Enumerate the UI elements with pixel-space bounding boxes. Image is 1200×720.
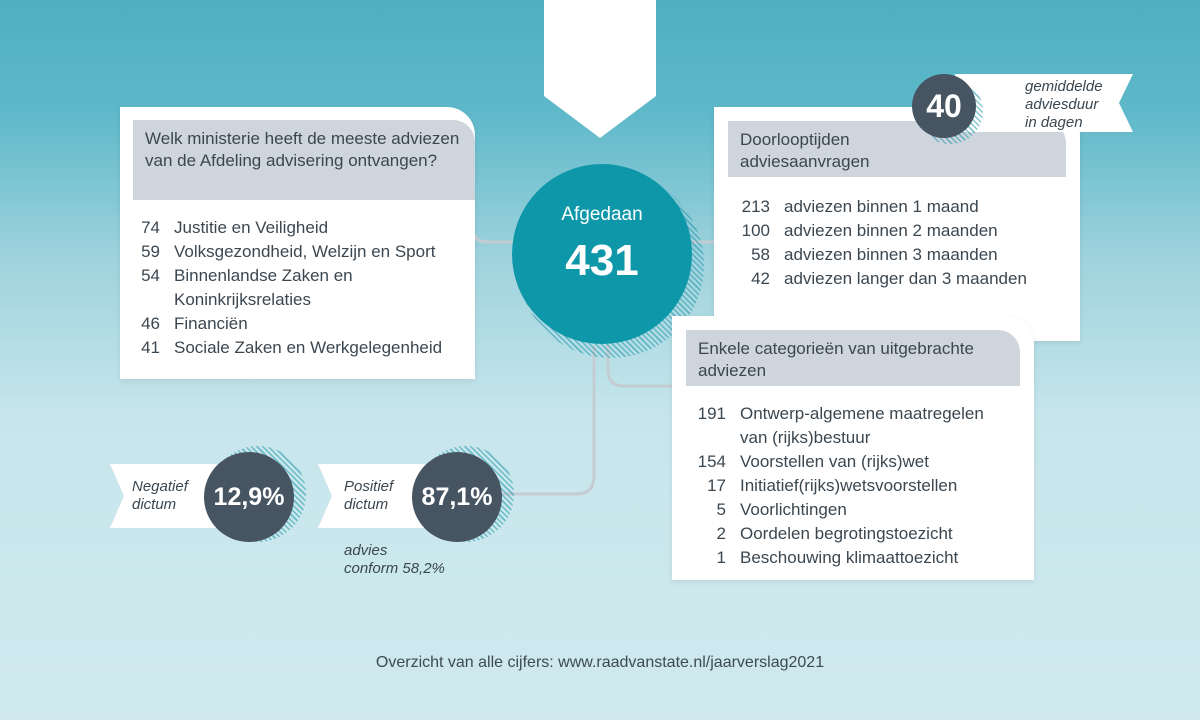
list-item: 54 Binnenlandse Zaken en [141, 266, 353, 285]
list-item: 17 Initiatief(rijks)wetsvoorstellen [707, 476, 958, 495]
list-item: 213 adviezen binnen 1 maand [741, 197, 979, 216]
lead-times-card: Doorlooptijden adviesaanvragen 213 advie… [714, 107, 1080, 341]
categories-card: Enkele categorieën van uitgebrachte advi… [672, 316, 1034, 580]
list-item: 74 Justitie en Veiligheid [141, 218, 329, 237]
afgedaan-circle: Afgedaan 431 [512, 164, 692, 344]
list-item: 41 Sociale Zaken en Werkgelegenheid [141, 338, 443, 357]
categories-card-title: Enkele categorieën van uitgebrachte advi… [686, 330, 1020, 386]
list-item: 154 Voorstellen van (rijks)wet [697, 452, 929, 471]
conform-note: advies conform 58,2% [344, 542, 445, 577]
positive-dictum-value: 87,1% [412, 452, 502, 542]
list-item: 46 Financiën [141, 314, 248, 333]
list-item: van (rijks)bestuur [740, 428, 871, 447]
afgedaan-label: Afgedaan [561, 204, 643, 225]
top-arrow-icon [544, 0, 656, 138]
negative-dictum-value: 12,9% [204, 452, 294, 542]
average-duration-ribbon: gemiddelde adviesduur in dagen [955, 74, 1133, 132]
average-duration-value: 40 [912, 74, 976, 138]
ministries-card-title: Welk ministerie heeft de meeste adviezen… [133, 120, 475, 200]
list-item: 1 Beschouwing klimaattoezicht [716, 548, 959, 567]
list-item: 42 adviezen langer dan 3 maanden [751, 269, 1027, 288]
footer-link-text: Overzicht van alle cijfers: www.raadvans… [375, 654, 825, 671]
ministries-card: Welk ministerie heeft de meeste adviezen… [120, 107, 475, 379]
list-item: 191 Ontwerp-algemene maatregelen [697, 404, 984, 423]
list-item: 58 adviezen binnen 3 maanden [751, 245, 998, 264]
list-item: 100 adviezen binnen 2 maanden [741, 221, 998, 240]
list-item: 5 Voorlichtingen [716, 500, 847, 519]
list-item: Koninkrijksrelaties [174, 290, 311, 309]
afgedaan-value: 431 [565, 236, 639, 285]
list-item: 59 Volksgezondheid, Welzijn en Sport [141, 242, 436, 261]
list-item: 2 Oordelen begrotingstoezicht [716, 524, 953, 543]
